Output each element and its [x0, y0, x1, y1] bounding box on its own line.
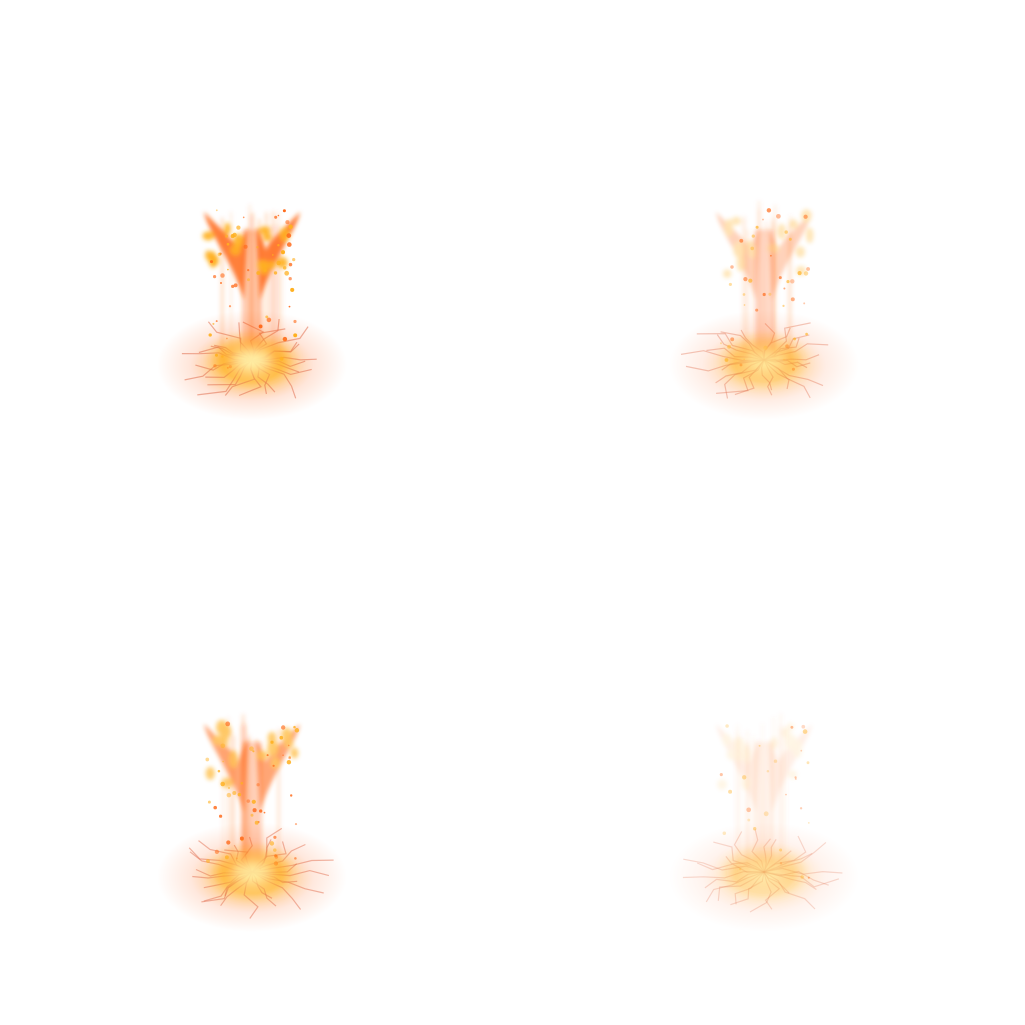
sparks — [205, 721, 300, 870]
light-column — [220, 204, 283, 360]
fire-effect-2 — [669, 201, 859, 420]
impact-core — [726, 340, 802, 380]
fire-frame-4 — [512, 512, 1024, 1024]
impact-core — [214, 852, 290, 892]
fire-effect-4 — [669, 713, 859, 932]
fire-frame-3 — [0, 512, 512, 1024]
fire-effect-1 — [157, 204, 347, 420]
fire-frame-2 — [512, 0, 1024, 512]
impact-core — [726, 852, 802, 892]
flame-wings — [716, 209, 814, 300]
fire-frame-1 — [0, 0, 512, 512]
impact-core — [214, 340, 290, 380]
sparks — [208, 209, 298, 369]
flame-wings — [716, 722, 812, 812]
fire-effect-3 — [157, 714, 347, 932]
sparks — [719, 724, 810, 879]
